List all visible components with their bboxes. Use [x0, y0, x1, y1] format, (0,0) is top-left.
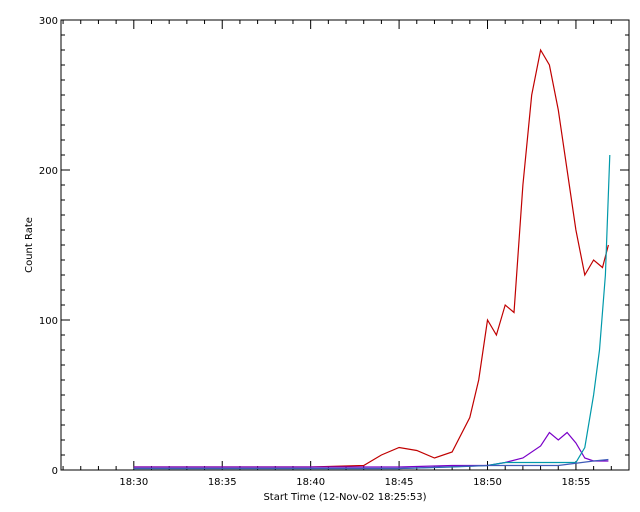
series-line-3	[133, 154, 611, 470]
axis-ticks	[61, 19, 630, 471]
series-line-4	[133, 458, 609, 470]
x-tick-label: 18:30	[119, 477, 148, 488]
plot-frame	[60, 19, 630, 471]
y-tick-label: 200	[39, 166, 58, 177]
x-tick-label: 18:55	[562, 477, 591, 488]
y-tick-label: 0	[52, 466, 58, 477]
x-tick-label: 18:35	[208, 477, 237, 488]
y-axis-label: Count Rate	[24, 217, 35, 273]
series-line-2	[133, 431, 609, 468]
series-lines	[133, 48, 611, 470]
y-tick-label: 300	[39, 16, 58, 27]
axis-tick-labels: 18:30 18:35 18:40 18:45 18:50 18:55 0 100 200 300	[39, 16, 590, 488]
x-tick-label: 18:50	[473, 477, 502, 488]
series-line-1	[133, 48, 609, 468]
x-tick-label: 18:45	[385, 477, 414, 488]
x-axis-label: Start Time (12-Nov-02 18:25:53)	[263, 492, 426, 503]
x-tick-label: 18:40	[296, 477, 325, 488]
y-tick-label: 100	[39, 316, 58, 327]
